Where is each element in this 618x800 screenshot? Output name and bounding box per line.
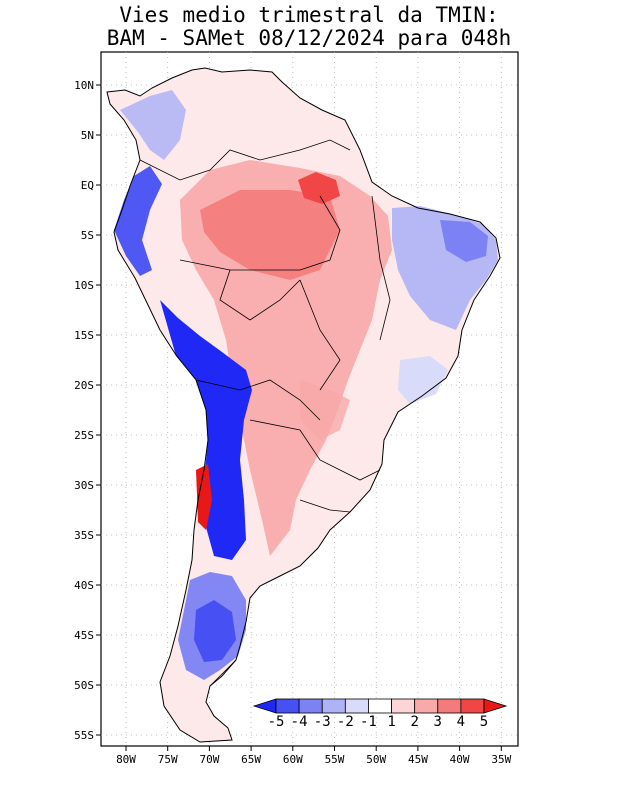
cold-bias-coast xyxy=(398,356,448,404)
colorbar-swatch xyxy=(437,698,462,714)
cold-bias-patagonia-core xyxy=(194,600,236,662)
colorbar-label: 4 xyxy=(457,714,465,730)
coastline xyxy=(106,67,501,743)
lat-label: EQ xyxy=(81,179,94,192)
colorbar-swatch xyxy=(275,698,300,714)
lon-label: 60W xyxy=(283,753,303,766)
country-borders xyxy=(139,139,391,687)
lon-label: 40W xyxy=(450,753,470,766)
longitude-labels: 80W 75W 70W 65W 60W 55W 50W 45W 40W 35W xyxy=(116,746,512,766)
lon-label: 65W xyxy=(241,753,261,766)
lon-label: 55W xyxy=(325,753,345,766)
lat-label: 30S xyxy=(74,479,94,492)
colorbar-legend: -5 -4 -3 -2 -1 1 2 3 4 5 xyxy=(252,698,508,730)
lat-label: 10N xyxy=(74,79,94,92)
colorbar-swatch xyxy=(414,698,439,714)
colorbar-swatch xyxy=(391,698,416,714)
cold-bias-andes-central xyxy=(160,300,252,560)
colorbar-label: -5 xyxy=(268,714,285,730)
lat-label: 10S xyxy=(74,279,94,292)
colorbar-label: 5 xyxy=(480,714,488,730)
warm-bias-core xyxy=(200,190,340,280)
colorbar-label: -2 xyxy=(337,714,354,730)
lat-label: 15S xyxy=(74,329,94,342)
lon-label: 50W xyxy=(366,753,386,766)
cold-bias-northeast-core xyxy=(440,220,488,262)
cold-bias-light-west xyxy=(120,90,186,160)
colorbar-swatch xyxy=(368,698,392,714)
warm-bias-south xyxy=(300,380,350,440)
map-title-line1: Vies medio trimestral da TMIN: xyxy=(119,3,499,27)
lat-label: 35S xyxy=(74,529,94,542)
latitude-labels: 10N 5N EQ 5S 10S 15S 20S 25S 30S 35S 40S 45S 50S 55S xyxy=(74,79,101,742)
lon-label: 70W xyxy=(199,753,219,766)
cold-bias-andes-north xyxy=(114,166,162,276)
colorbar-swatch xyxy=(344,698,369,714)
lat-label: 5N xyxy=(81,129,94,142)
lat-label: 20S xyxy=(74,379,94,392)
colorbar-swatch xyxy=(321,698,346,714)
lon-label: 45W xyxy=(408,753,428,766)
lon-label: 75W xyxy=(158,753,178,766)
colorbar-extend-high xyxy=(483,698,508,714)
colorbar-swatch xyxy=(460,698,485,714)
lat-label: 55S xyxy=(74,729,94,742)
south-america-continent xyxy=(106,67,501,743)
colorbar-label: -1 xyxy=(360,714,377,730)
colorbar-label: 3 xyxy=(434,714,442,730)
lon-label: 35W xyxy=(491,753,511,766)
colorbar-label: -3 xyxy=(314,714,331,730)
lon-label: 80W xyxy=(116,753,136,766)
colorbar-label: -4 xyxy=(291,714,308,730)
lat-label: 45S xyxy=(74,629,94,642)
colorbar-swatch xyxy=(298,698,323,714)
lat-label: 50S xyxy=(74,679,94,692)
lat-label: 40S xyxy=(74,579,94,592)
colorbar-label: 1 xyxy=(387,714,395,730)
warm-bias-andes-streak xyxy=(196,464,212,530)
colorbar-label: 2 xyxy=(410,714,418,730)
map-title-line2: BAM - SAMet 08/12/2024 para 048h xyxy=(106,26,512,50)
lat-label: 25S xyxy=(74,429,94,442)
lat-label: 5S xyxy=(81,229,94,242)
warm-bias-max xyxy=(298,172,340,204)
